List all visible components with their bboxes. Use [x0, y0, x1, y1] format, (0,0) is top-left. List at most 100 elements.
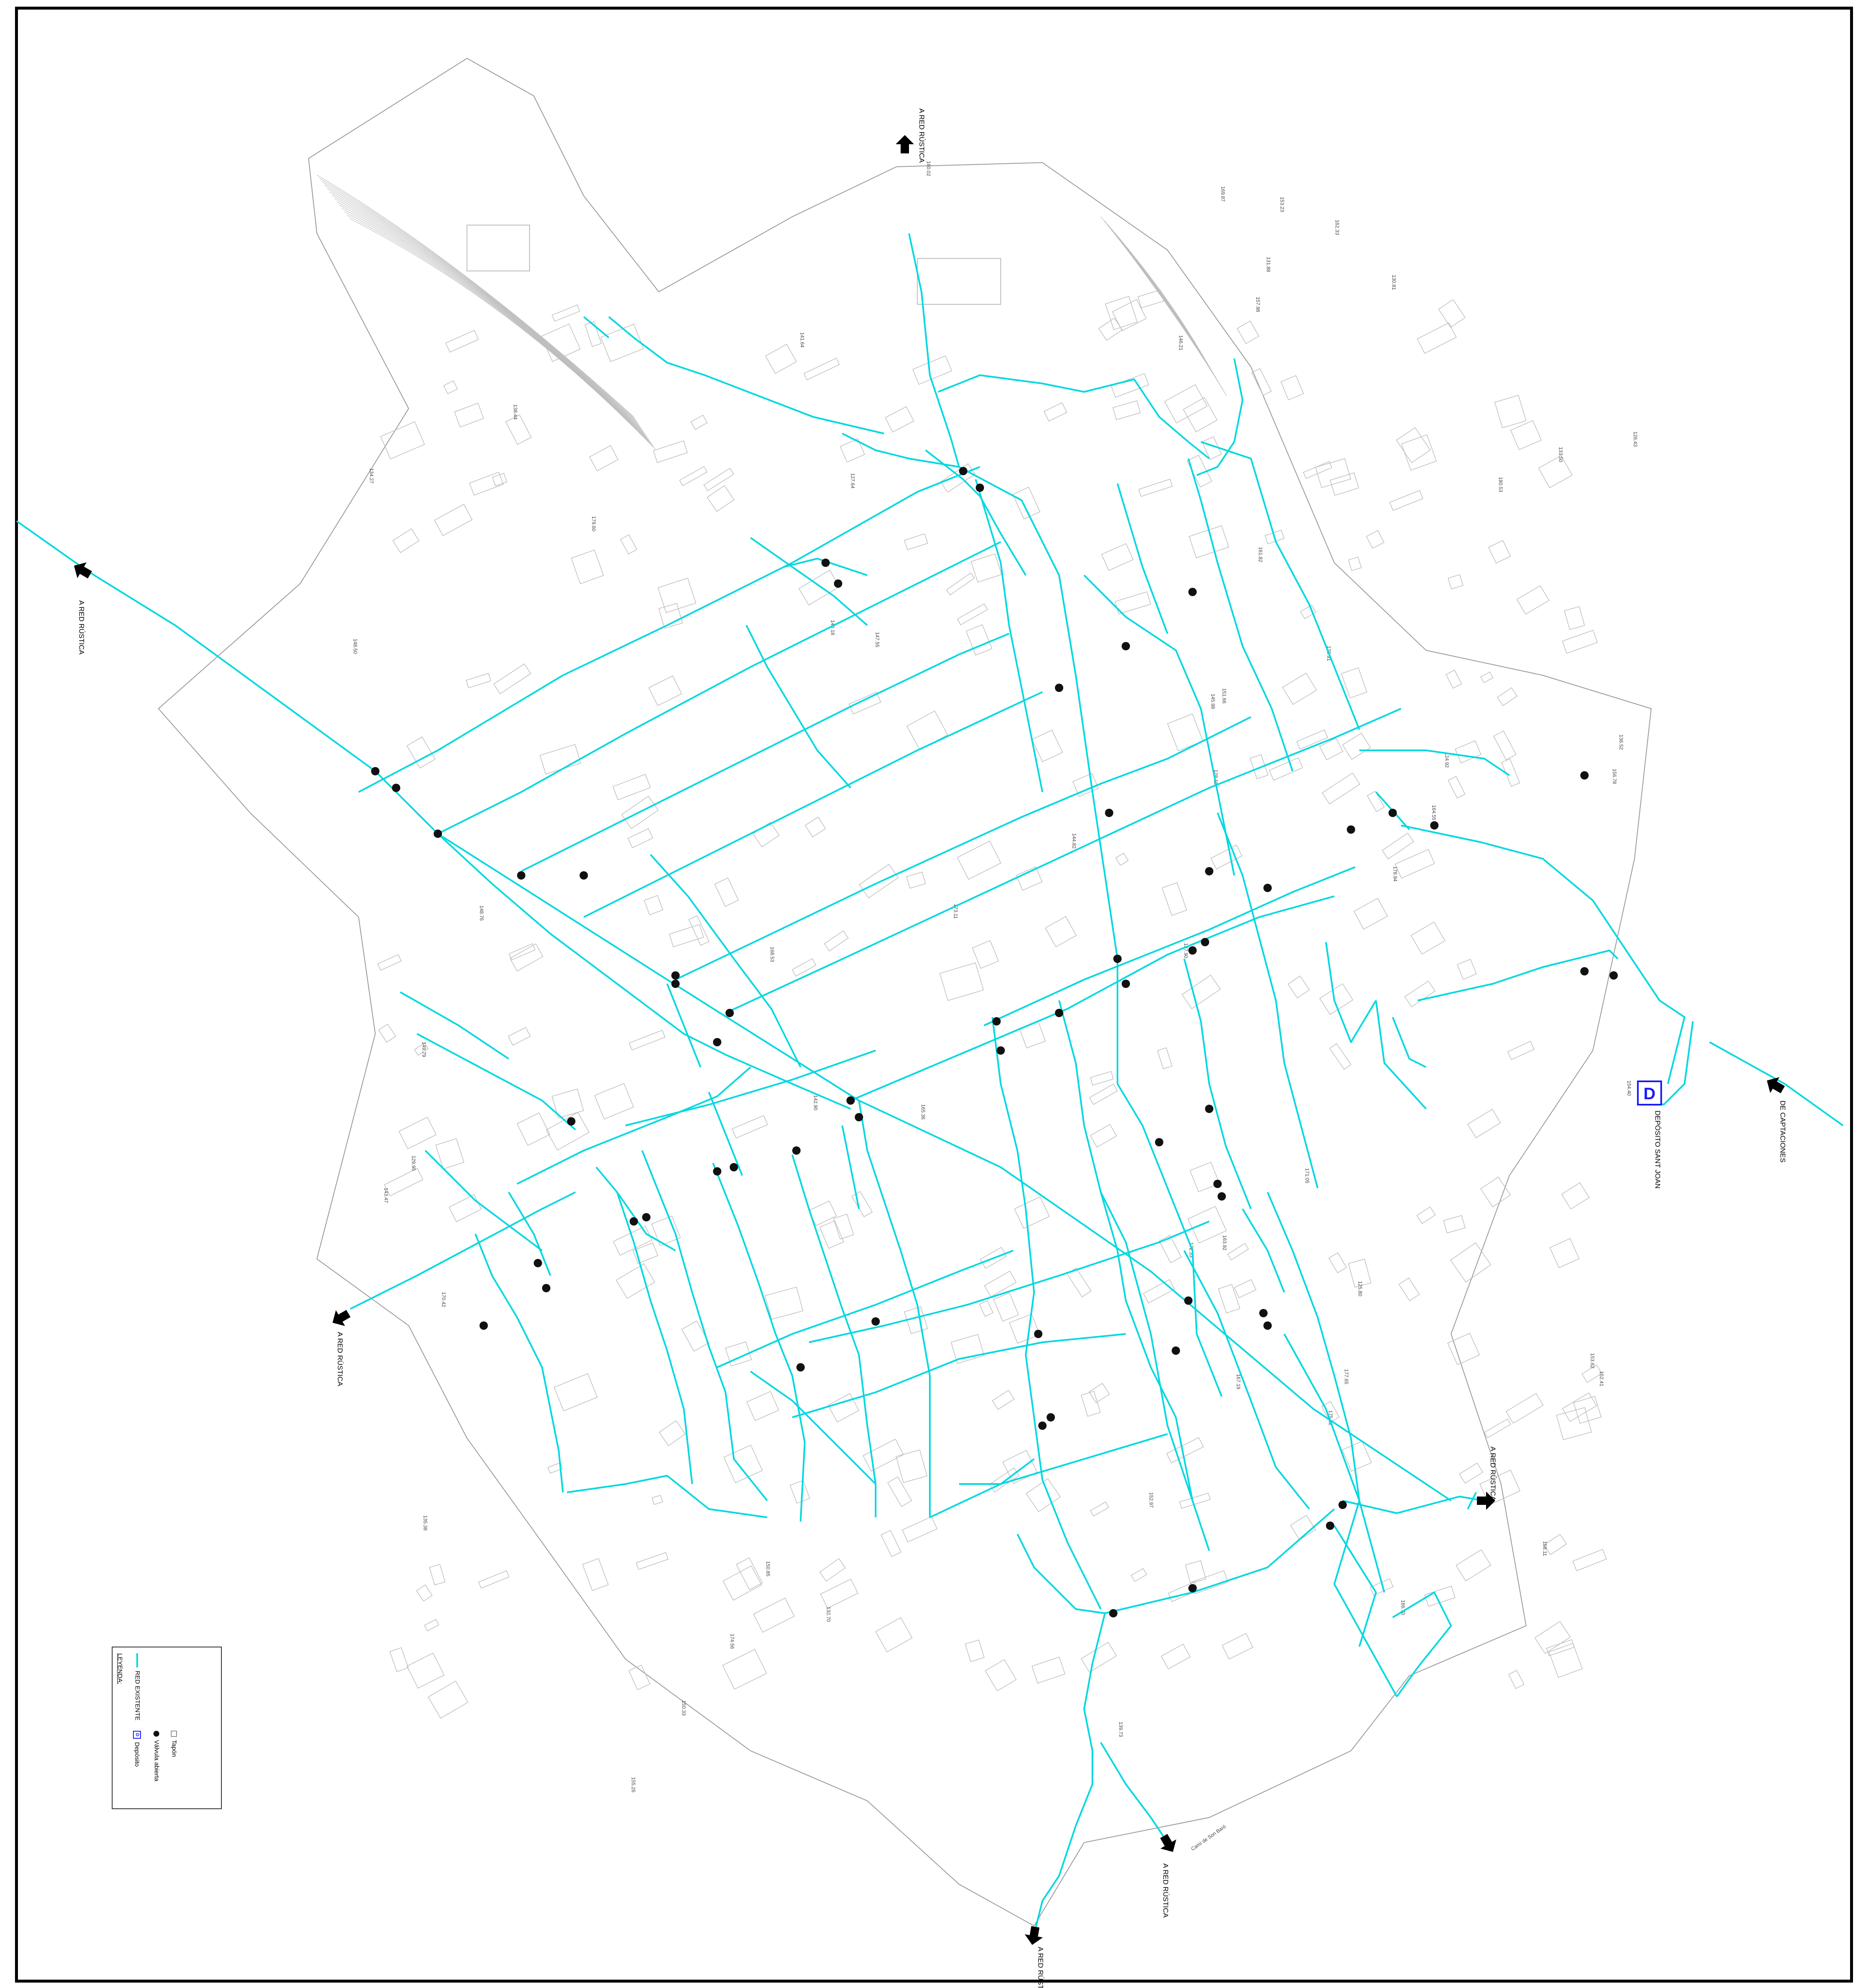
legend-label: RED EXISTENTE: [134, 1671, 141, 1721]
valve-icon: [1055, 1009, 1063, 1017]
building: [880, 1529, 901, 1557]
network-pipe: [925, 449, 1027, 576]
building: [582, 1558, 609, 1591]
building: [1366, 791, 1385, 812]
building: [765, 343, 797, 374]
contour-line: [329, 191, 643, 430]
valve-icon: [730, 1163, 738, 1171]
building: [1342, 732, 1371, 760]
arrow-label: A RED RÚSTICA: [78, 600, 85, 655]
building: [1089, 1083, 1118, 1105]
building: [406, 1652, 445, 1689]
arrowhead: [332, 1310, 351, 1326]
valve-icon: [1038, 1421, 1047, 1430]
building: [406, 736, 436, 769]
network-pipe: [400, 991, 510, 1060]
valve-icon: [1388, 809, 1397, 817]
network-pipe: [750, 537, 868, 626]
network-pipe: [1359, 750, 1510, 776]
arrowhead: [1477, 1492, 1495, 1510]
cap-icon: [171, 1731, 177, 1737]
building: [628, 1665, 650, 1690]
building: [946, 572, 975, 596]
building: [1505, 1393, 1544, 1424]
building: [714, 877, 739, 907]
contour-line: [331, 195, 644, 432]
contour-line: [1120, 241, 1225, 392]
building: [1479, 1469, 1521, 1506]
contour-line: [344, 211, 653, 445]
elevation-label: 148.76: [479, 905, 485, 921]
network-pipe: [908, 233, 960, 467]
elevation-label: 135.38: [422, 1515, 428, 1531]
elevation-label: 178.94: [1392, 866, 1398, 882]
building: [966, 624, 992, 656]
building: [1072, 773, 1099, 797]
valve-icon: [846, 1096, 855, 1105]
building: [965, 1640, 985, 1662]
building: [1319, 737, 1343, 760]
building: [1250, 754, 1268, 780]
building: [1366, 530, 1385, 549]
building: [545, 1112, 590, 1151]
building: [658, 1420, 686, 1447]
elevation-label: 168.53: [769, 947, 775, 962]
elevation-label: 133.50: [1558, 447, 1564, 462]
building: [939, 962, 984, 1001]
building: [1496, 687, 1518, 706]
network-pipe: [625, 1050, 876, 1126]
network-pipe: [1283, 1334, 1385, 1593]
building: [1202, 436, 1222, 460]
building: [620, 534, 638, 555]
building: [1573, 1396, 1602, 1424]
arrow-label: A RED RÚSTICA: [1162, 1863, 1170, 1918]
building: [1090, 1124, 1117, 1148]
elevation-label: 174.56: [729, 1634, 735, 1649]
network-pipe: [750, 1371, 876, 1485]
building-blocks: [316, 175, 1607, 1719]
contour-line: [1117, 237, 1222, 388]
legend-label: Depósito: [133, 1742, 141, 1767]
building: [652, 1494, 663, 1505]
building: [917, 258, 1001, 305]
building: [1488, 540, 1511, 564]
building: [862, 1439, 904, 1472]
building: [979, 1300, 994, 1317]
elevation-label: 153.62: [1589, 1353, 1595, 1369]
building: [493, 663, 531, 694]
network-pipe: [521, 633, 1009, 872]
network-pipe: [358, 466, 980, 793]
building: [1328, 1252, 1347, 1274]
network-pipe: [1183, 1250, 1310, 1510]
contour-line: [339, 205, 649, 440]
arrow-icon: [1767, 1077, 1785, 1093]
building: [1348, 557, 1362, 571]
building: [1210, 845, 1243, 870]
network-pipe: [858, 1100, 931, 1517]
building: [820, 1578, 859, 1609]
valve-icon: [1047, 1413, 1055, 1421]
elevation-label: 162.33: [1334, 220, 1340, 235]
network-pipe: [437, 541, 1001, 835]
building: [1480, 671, 1494, 684]
building: [1080, 1642, 1117, 1673]
building: [585, 321, 602, 347]
building: [1236, 321, 1260, 344]
building: [1032, 1657, 1066, 1684]
valve-icon: [976, 484, 984, 492]
building: [1112, 299, 1147, 331]
building: [1564, 606, 1585, 630]
building: [1101, 543, 1134, 571]
elevation-label: 153.23: [1279, 197, 1285, 212]
network-pipe: [1417, 950, 1619, 1001]
network-pipe: [1325, 942, 1377, 1043]
valve-icon: [1205, 1105, 1213, 1113]
building: [1510, 420, 1542, 450]
elevation-label: 145.98: [1210, 694, 1216, 709]
building: [443, 380, 458, 394]
building: [1014, 1196, 1050, 1229]
elevation-label: 150.33: [681, 1700, 687, 1716]
building: [1043, 402, 1067, 422]
building: [429, 1564, 446, 1586]
building: [1389, 490, 1424, 511]
